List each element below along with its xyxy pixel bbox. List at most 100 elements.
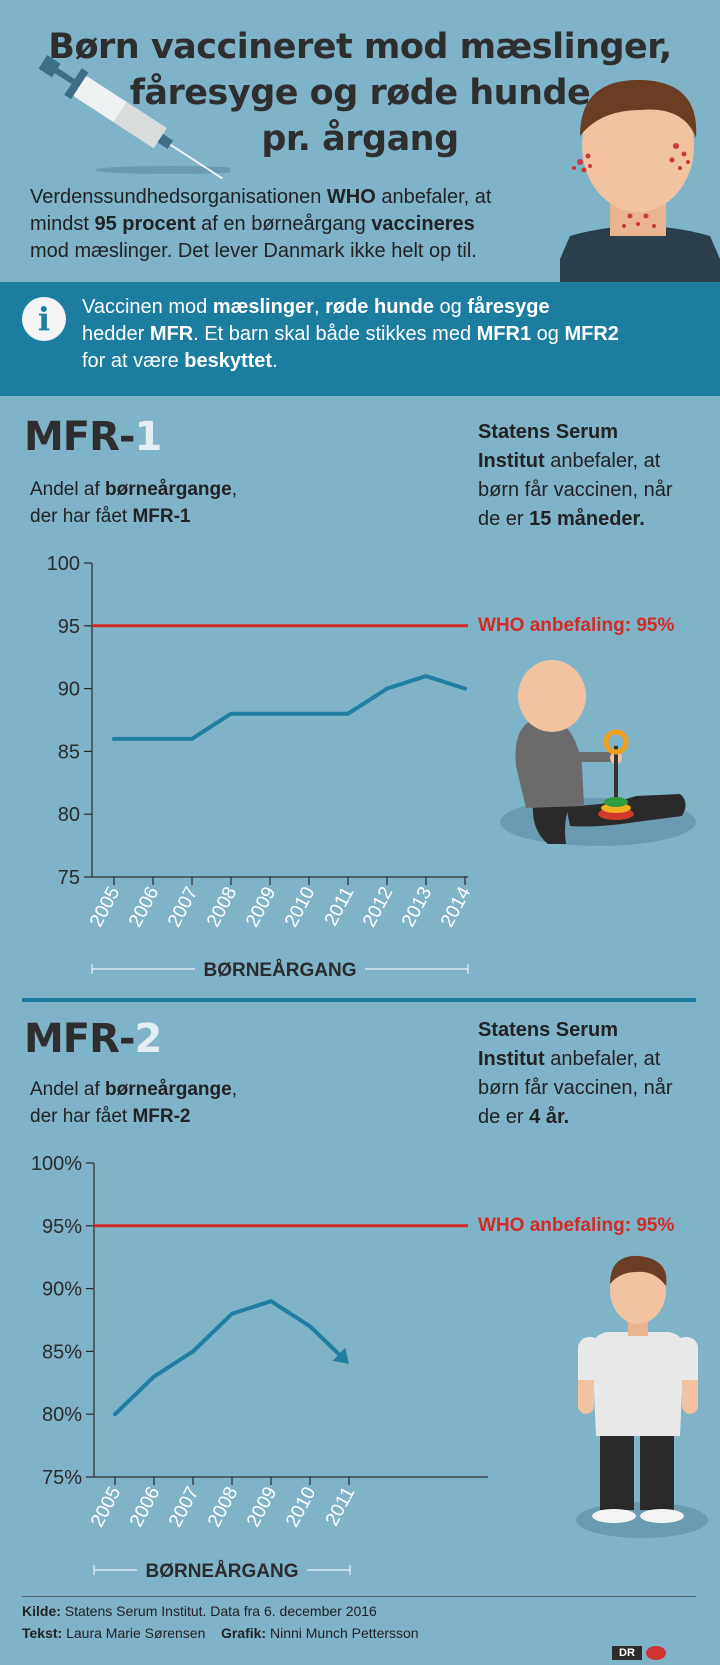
intro-line: Verdenssundhedsorganisationen WHO anbefa… <box>30 184 560 211</box>
page-title: Børn vaccineret mod mæslinger, fåresyge … <box>0 24 720 162</box>
text-run: mod mæslinger. Det lever Danmark ikke he… <box>30 240 477 262</box>
title-line-2: fåresyge og røde hunde <box>129 73 591 113</box>
text-run: , <box>231 479 237 500</box>
mfr1-ssi-note: Statens Serum Institut anbefaler, at bør… <box>478 418 718 534</box>
text-run: Vaccinen mod <box>82 296 213 318</box>
bold-text: MFR-2 <box>132 1106 191 1127</box>
text-run: de er <box>478 1106 530 1128</box>
y-tick-label: 95% <box>42 1216 82 1238</box>
intro-line: mindst 95 procent af en børneårgang vacc… <box>30 211 560 238</box>
dr-logo-mark <box>646 1646 666 1660</box>
title-line-1: Børn vaccineret mod mæslinger, <box>48 27 672 67</box>
ssi-line: børn får vaccinen, når <box>478 476 718 505</box>
bold-text: Statens Serum <box>478 1019 619 1041</box>
bold-text: beskyttet <box>184 350 273 372</box>
mfr1-heading-prefix: MFR- <box>24 414 136 460</box>
x-tick-label: 2013 <box>398 883 436 930</box>
bold-text: børneårgange <box>105 479 232 500</box>
footer-credits: Tekst: Laura Marie Sørensen Grafik: Ninn… <box>22 1625 419 1641</box>
info-band <box>0 282 720 396</box>
source-text: Statens Serum Institut. Data fra 6. dece… <box>60 1603 377 1619</box>
y-tick-label: 85% <box>42 1341 82 1363</box>
mfr2-heading: MFR-2 <box>24 1016 163 1062</box>
intro-line: mod mæslinger. Det lever Danmark ikke he… <box>30 238 560 265</box>
who-reference-label: WHO anbefaling: 95% <box>478 615 674 636</box>
y-tick-label: 100 <box>47 553 80 575</box>
x-tick-label: 2005 <box>86 883 124 930</box>
x-tick-label: 2005 <box>87 1483 125 1530</box>
x-tick-label: 2006 <box>125 883 163 930</box>
text-run: anbefaler, at <box>544 450 661 472</box>
bold-text: Institut <box>478 1048 545 1070</box>
bold-text: 95 procent <box>94 213 196 235</box>
footer-source: Kilde: Statens Serum Institut. Data fra … <box>22 1603 377 1619</box>
text-label: Tekst: <box>22 1625 63 1641</box>
bold-text: mæslinger <box>212 296 314 318</box>
x-tick-label: 2006 <box>126 1483 164 1530</box>
y-tick-label: 100% <box>31 1153 82 1175</box>
text-run: der har fået <box>30 506 133 527</box>
x-tick-label: 2009 <box>242 883 280 930</box>
ssi-line: børn får vaccinen, når <box>478 1074 718 1103</box>
text-run: . Et barn skal både stikkes med <box>193 323 477 345</box>
bold-text: MFR2 <box>564 323 619 345</box>
mfr2-subtitle: Andel af børneårgange, der har fået MFR-… <box>30 1076 237 1130</box>
x-tick-label: 2011 <box>322 1483 360 1529</box>
x-tick-label: 2014 <box>437 883 476 931</box>
text-run: de er <box>478 508 530 530</box>
who-reference-label: WHO anbefaling: 95% <box>478 1215 674 1236</box>
ssi-line: Statens Serum <box>478 418 718 447</box>
y-tick-label: 90 <box>58 679 80 701</box>
bold-text: Statens Serum <box>478 421 619 443</box>
face-icon <box>560 79 720 282</box>
y-tick-label: 80 <box>58 804 80 826</box>
text-run: af en børneårgang <box>195 213 372 235</box>
ssi-line: Statens Serum <box>478 1016 718 1045</box>
bold-text: røde hunde <box>325 296 434 318</box>
info-line: for at være beskyttet. <box>82 348 682 375</box>
bold-text: fåresyge <box>467 296 550 318</box>
grafik-name: Ninni Munch Pettersson <box>266 1625 419 1641</box>
bold-text: 15 måneder. <box>529 508 645 530</box>
y-tick-label: 95 <box>58 616 80 638</box>
section-divider <box>22 998 696 1002</box>
text-run: børn får vaccinen, når <box>478 479 673 501</box>
info-line: Vaccinen mod mæslinger, røde hunde og få… <box>82 294 682 321</box>
x-tick-label: 2008 <box>203 883 241 930</box>
intro-text: Verdenssundhedsorganisationen WHO anbefa… <box>30 184 560 265</box>
ssi-line: Institut anbefaler, at <box>478 447 718 476</box>
ssi-line: Institut anbefaler, at <box>478 1045 718 1074</box>
x-axis-label: BØRNEÅRGANG <box>145 1561 298 1580</box>
x-tick-label: 2010 <box>282 1483 320 1530</box>
subtitle-line: Andel af børneårgange, <box>30 476 237 503</box>
text-run: Andel af <box>30 1079 105 1100</box>
x-tick-label: 2008 <box>204 1483 242 1530</box>
text-run: og <box>433 296 468 318</box>
x-tick-label: 2007 <box>164 883 202 930</box>
info-icon: i <box>22 297 66 341</box>
mfr1-subtitle: Andel af børneårgange, der har fået MFR-… <box>30 476 237 530</box>
text-run: mindst <box>30 213 95 235</box>
grafik-label: Grafik: <box>220 1625 267 1641</box>
bold-text: vaccineres <box>371 213 475 235</box>
dr-logo: DR <box>612 1646 642 1660</box>
text-run: Verdenssundhedsorganisationen <box>30 186 327 208</box>
footer-divider <box>22 1596 696 1597</box>
mfr2-ssi-note: Statens Serum Institut anbefaler, at bør… <box>478 1016 718 1132</box>
x-tick-label: 2007 <box>165 1483 203 1530</box>
ssi-line: de er 15 måneder. <box>478 505 718 534</box>
info-line: hedder MFR. Et barn skal både stikkes me… <box>82 321 682 348</box>
y-tick-label: 90% <box>42 1279 82 1301</box>
series-line <box>113 1299 341 1417</box>
mfr1-heading: MFR-1 <box>24 414 163 460</box>
text-run: , <box>231 1079 237 1100</box>
y-tick-label: 85 <box>58 741 80 763</box>
boy-icon <box>576 1255 708 1538</box>
bold-text: børneårgange <box>105 1079 232 1100</box>
mfr1-heading-num: 1 <box>134 414 163 460</box>
text-name: Laura Marie Sørensen <box>62 1625 206 1641</box>
mfr2-heading-num: 2 <box>134 1016 163 1062</box>
x-tick-label: 2009 <box>243 1483 281 1530</box>
text-run: anbefaler, at <box>375 186 492 208</box>
text-run: hedder <box>82 323 150 345</box>
